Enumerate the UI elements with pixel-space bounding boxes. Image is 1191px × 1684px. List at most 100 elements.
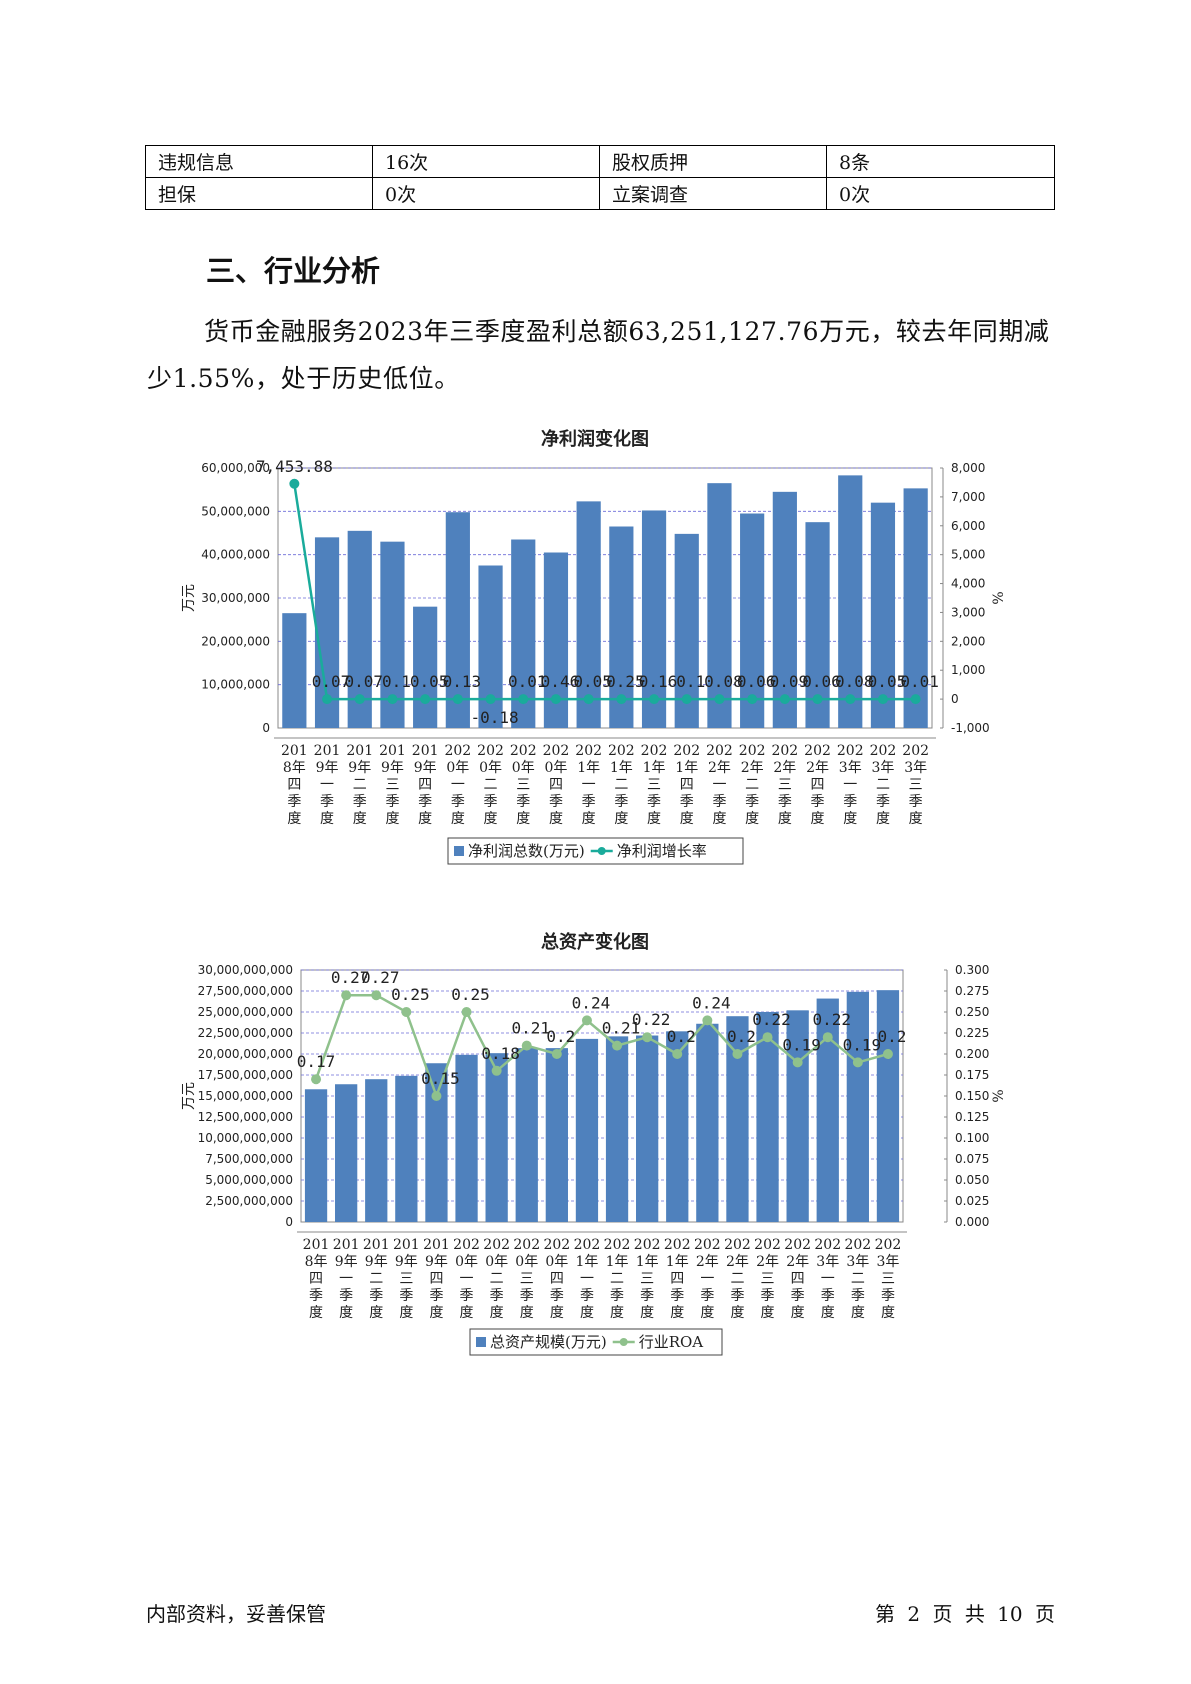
table-cell: 16次 — [372, 145, 600, 178]
x-tick-label: 四 — [418, 777, 432, 793]
x-tick-label: 季 — [451, 794, 465, 810]
legend-bar-swatch — [454, 846, 464, 856]
data-point — [371, 990, 382, 1001]
data-point — [747, 694, 758, 705]
x-tick-label: 季 — [418, 794, 432, 810]
y2-tick-label: 0.125 — [955, 1110, 989, 1124]
bar — [515, 1048, 538, 1222]
x-tick-label: 季 — [821, 1288, 835, 1304]
bar — [666, 1031, 689, 1222]
y2-tick-label: 3,000 — [951, 605, 985, 619]
legend-bar-swatch — [476, 1337, 486, 1347]
x-tick-label: 度 — [881, 1305, 895, 1321]
y-tick-label: 0 — [262, 721, 270, 735]
x-tick-label: 度 — [580, 1305, 594, 1321]
y-tick-label: 30,000,000,000 — [198, 963, 293, 977]
x-tick-label: 8年 — [305, 1254, 328, 1270]
x-tick-label: 一 — [582, 777, 596, 793]
legend-bar-label: 总资产规模(万元) — [490, 1333, 607, 1351]
x-tick-label: 度 — [287, 811, 301, 827]
y2-tick-label: 0.150 — [955, 1089, 989, 1103]
bar — [726, 1016, 749, 1222]
legend-bar-label: 净利润总数(万元) — [468, 842, 585, 860]
bar — [846, 991, 869, 1222]
bar — [696, 1023, 719, 1222]
x-tick-label: 0年 — [485, 1254, 508, 1270]
total-assets-chart: 总资产变化图 0 2,500,000,000 5,000,000,000 7,500,0… — [0, 925, 1191, 1375]
y-tick-label: 7,500,000,000 — [205, 1152, 293, 1166]
x-tick-label: 三 — [516, 777, 530, 793]
y-tick-label: 27,500,000,000 — [198, 984, 293, 998]
x-tick-label: 季 — [712, 794, 726, 810]
data-point — [581, 1015, 592, 1026]
x-tick-label: 202 — [814, 1237, 841, 1253]
x-tick-label: 二 — [876, 777, 890, 793]
x-tick-label: 202 — [510, 743, 537, 759]
bar — [786, 1010, 809, 1222]
x-tick-label: 度 — [640, 1305, 654, 1321]
legend-line-marker — [619, 1338, 628, 1346]
bar — [707, 483, 732, 728]
chart-title: 净利润变化图 — [541, 428, 649, 450]
footer-note: 内部资料，妥善保管 — [146, 1602, 326, 1626]
x-tick-label: 9年 — [414, 760, 437, 776]
x-tick-label: 一 — [700, 1271, 714, 1287]
data-point — [485, 694, 496, 705]
x-tick-label: 201 — [363, 1237, 390, 1253]
x-tick-label: 202 — [875, 1237, 902, 1253]
x-tick-label: 季 — [287, 794, 301, 810]
bar — [425, 1063, 448, 1222]
x-tick-label: 度 — [429, 1305, 443, 1321]
x-tick-label: 度 — [550, 1305, 564, 1321]
x-tick-label: 四 — [791, 1271, 805, 1287]
x-tick-label: 202 — [724, 1237, 751, 1253]
x-tick-label: 202 — [477, 743, 504, 759]
bar — [805, 522, 830, 728]
data-point — [420, 694, 431, 705]
bar — [870, 502, 896, 728]
data-point — [910, 694, 921, 705]
y-tick-label: 20,000,000,000 — [198, 1047, 293, 1061]
data-label: 0.16 — [639, 672, 678, 691]
x-tick-label: 202 — [604, 1237, 631, 1253]
x-tick-label: 202 — [483, 1237, 510, 1253]
data-label: 0.2 — [877, 1027, 906, 1046]
x-tick-label: 0年 — [515, 1254, 538, 1270]
x-tick-label: 四 — [287, 777, 301, 793]
x-tick-label: 201 — [412, 743, 439, 759]
x-tick-label: 季 — [610, 1288, 624, 1304]
data-point — [518, 694, 529, 705]
chart-svg: 总资产变化图 0 2,500,000,000 5,000,000,000 7,500,0… — [181, 931, 1007, 1356]
x-tick-label: 9年 — [395, 1254, 418, 1270]
series-line — [314, 993, 889, 1100]
x-tick-label: 度 — [610, 1305, 624, 1321]
x-tick-label: 202 — [754, 1237, 781, 1253]
y-tick-label: 0 — [285, 1215, 293, 1229]
bar — [413, 606, 438, 728]
data-point — [387, 694, 398, 705]
x-tick-label: 202 — [870, 743, 897, 759]
data-point — [642, 1032, 653, 1043]
y2-tick-label: 1,000 — [951, 663, 985, 677]
x-tick-label: 季 — [745, 794, 759, 810]
x-tick-label: 1年 — [675, 760, 698, 776]
data-point — [616, 694, 627, 705]
net-profit-chart: 净利润变化图 0 10,000,000 20,000,000 30,000,000 40,… — [0, 420, 1191, 870]
y-tick-label: 50,000,000 — [201, 504, 270, 518]
bar — [545, 1048, 568, 1222]
legend-line-label: 行业ROA — [639, 1333, 704, 1351]
data-label: 0.13 — [443, 672, 482, 691]
table-cell: 担保 — [145, 177, 373, 210]
x-tick-label: 季 — [309, 1288, 323, 1304]
x-tick-label: 0年 — [455, 1254, 478, 1270]
bar — [740, 513, 765, 728]
y2-tick-label: 8,000 — [951, 461, 985, 475]
data-point — [714, 694, 725, 705]
x-tick-label: 季 — [640, 1288, 654, 1304]
x-tick-label: 2年 — [696, 1254, 719, 1270]
x-tick-label: 2年 — [806, 760, 829, 776]
x-tick-label: 202 — [608, 743, 635, 759]
x-tick-label: 三 — [385, 777, 399, 793]
bar — [641, 510, 667, 728]
y2-axis-label: % — [991, 1089, 1007, 1102]
